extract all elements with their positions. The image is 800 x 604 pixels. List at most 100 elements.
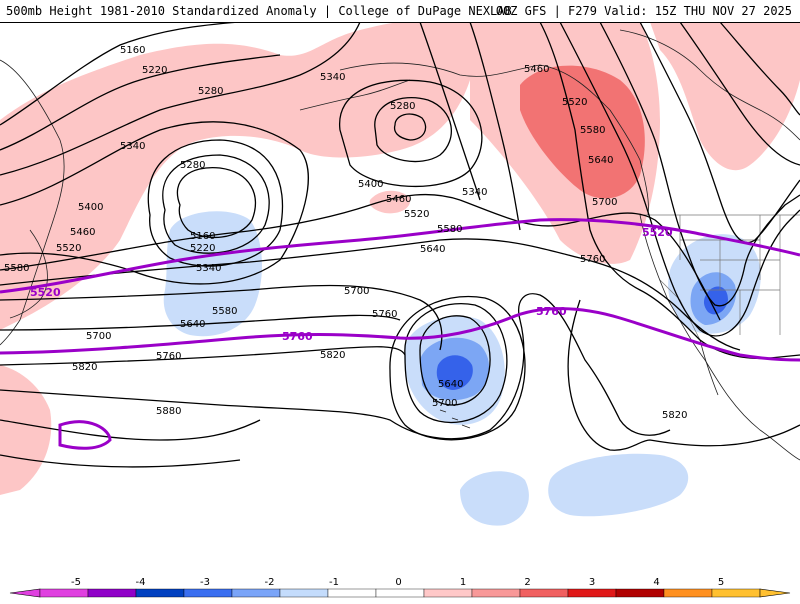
colorbar-bin: [327, 588, 377, 598]
contour-label: 5160: [190, 231, 215, 242]
colorbar-tick-label: 0: [395, 577, 401, 588]
positive-anomaly-gulf-alaska: [520, 65, 645, 199]
positive-anomaly-hawaii-west: [0, 365, 52, 495]
colorbar-tick-label: 2: [524, 577, 530, 588]
japan-coast: [9, 229, 48, 319]
negative-anomaly-west: [163, 211, 262, 337]
bold-contours: [0, 218, 800, 362]
colorbar-bin: [567, 588, 617, 598]
contour-5760-label-west: 5760: [282, 330, 313, 343]
contour-label: 5700: [592, 197, 617, 208]
contour-label: 5700: [344, 286, 369, 297]
contour-label: 5580: [4, 263, 29, 274]
colorbar-tick-label: -3: [200, 577, 210, 588]
colorbar-bin: [615, 588, 665, 598]
contour-label: 5460: [386, 194, 411, 205]
colorbar-bins: [39, 588, 761, 598]
colorbar-bin: [423, 588, 473, 598]
state-borders: [640, 214, 800, 341]
aleutians: [299, 79, 411, 111]
contour-label: 5520: [56, 243, 81, 254]
contour-label: 5700: [432, 398, 457, 409]
contour-label: 5400: [358, 179, 383, 190]
contour-label: 5220: [190, 243, 215, 254]
contour-label: 5820: [72, 362, 97, 373]
contour-label: 5280: [198, 86, 223, 97]
negative-anomaly-south-1: [460, 471, 529, 526]
contour-label: 5580: [212, 306, 237, 317]
anomaly-shading: [0, 21, 800, 526]
contour-label: 5580: [580, 125, 605, 136]
colorbar-tick-label: -4: [136, 577, 146, 588]
contour-label: 5460: [524, 64, 549, 75]
contour-label: 5280: [390, 101, 415, 112]
na-coast: [639, 214, 800, 461]
height-contours: [0, 21, 800, 468]
colorbar-bin: [87, 588, 137, 598]
model-valid-time: 00Z GFS | F279 Valid: 15Z THU NOV 27 202…: [495, 4, 792, 18]
contour-label: 5340: [462, 187, 487, 198]
colorbar-bin: [519, 588, 569, 598]
contour-label: 5700: [86, 331, 111, 342]
contour-label: 5760: [156, 351, 181, 362]
contour-label: 5280: [180, 160, 205, 171]
contour-label: 5880: [156, 406, 181, 417]
contour-5760-label-east: 5760: [536, 305, 567, 318]
contour-label: 5760: [580, 254, 605, 265]
canada-arctic: [619, 29, 800, 141]
hawaii: [439, 409, 471, 429]
colorbar-tick-label: -5: [71, 577, 81, 588]
colorbar-tick-label: 5: [718, 577, 724, 588]
colorbar-bin: [711, 588, 761, 598]
colorbar-ticks: -5 -4 -3 -2 -1 0 1 2 3 4 5: [71, 577, 724, 588]
colorbar-bin: [663, 588, 713, 598]
contour-label: 5580: [437, 224, 462, 235]
contour-label: 5820: [662, 410, 687, 421]
bold-contour-labels: 5520 5520 5760 5760: [30, 226, 673, 343]
colorbar: -5 -4 -3 -2 -1 0 1 2 3 4 5: [0, 572, 800, 600]
contour-label: 5760: [372, 309, 397, 320]
contour-5520-line: [0, 218, 800, 294]
colorbar-bin: [471, 588, 521, 598]
map-title: 500mb Height 1981-2010 Standardized Anom…: [6, 4, 512, 18]
negative-anomaly-east-dark: [703, 286, 728, 315]
contour-label: 5400: [78, 202, 103, 213]
contour-label: 5640: [420, 244, 445, 255]
contour-label: 5160: [120, 45, 145, 56]
colorbar-tick-label: 3: [589, 577, 595, 588]
colorbar-bin: [183, 588, 233, 598]
colorbar-arrow-right: [759, 588, 791, 598]
negative-anomaly-central-dark: [436, 355, 473, 390]
contour-label: 5520: [404, 209, 429, 220]
contour-label: 5520: [562, 97, 587, 108]
map-header: 500mb Height 1981-2010 Standardized Anom…: [0, 0, 800, 23]
contour-label: 5820: [320, 350, 345, 361]
contour-label: 5340: [120, 141, 145, 152]
colorbar-bin: [135, 588, 185, 598]
alaska-coast: [339, 62, 649, 216]
contour-label: 5220: [142, 65, 167, 76]
colorbar-bin: [231, 588, 281, 598]
contour-label: 5340: [196, 263, 221, 274]
negative-anomaly-south-2: [548, 453, 689, 517]
colorbar-bin: [279, 588, 329, 598]
colorbar-tick-label: -2: [265, 577, 275, 588]
colorbar-tick-label: 1: [460, 577, 466, 588]
colorbar-bin: [375, 588, 425, 598]
contour-label: 5640: [588, 155, 613, 166]
contour-label: 5340: [320, 72, 345, 83]
colorbar-bin: [39, 588, 89, 598]
contour-label: 5460: [70, 227, 95, 238]
contour-label: 5640: [438, 379, 463, 390]
contour-5520-label-east: 5520: [642, 226, 673, 239]
contour-label: 5640: [180, 319, 205, 330]
contour-5760-line: [0, 307, 800, 362]
positive-anomaly-east: [650, 22, 800, 171]
colorbar-tick-label: 4: [653, 577, 659, 588]
contour-5520-label-west: 5520: [30, 286, 61, 299]
colorbar-tick-label: -1: [329, 577, 339, 588]
positive-anomaly-west-pacific: [0, 21, 470, 330]
contour-labels: 5160 5220 5280 5340 5280 5340 5460 5520 …: [4, 45, 687, 421]
